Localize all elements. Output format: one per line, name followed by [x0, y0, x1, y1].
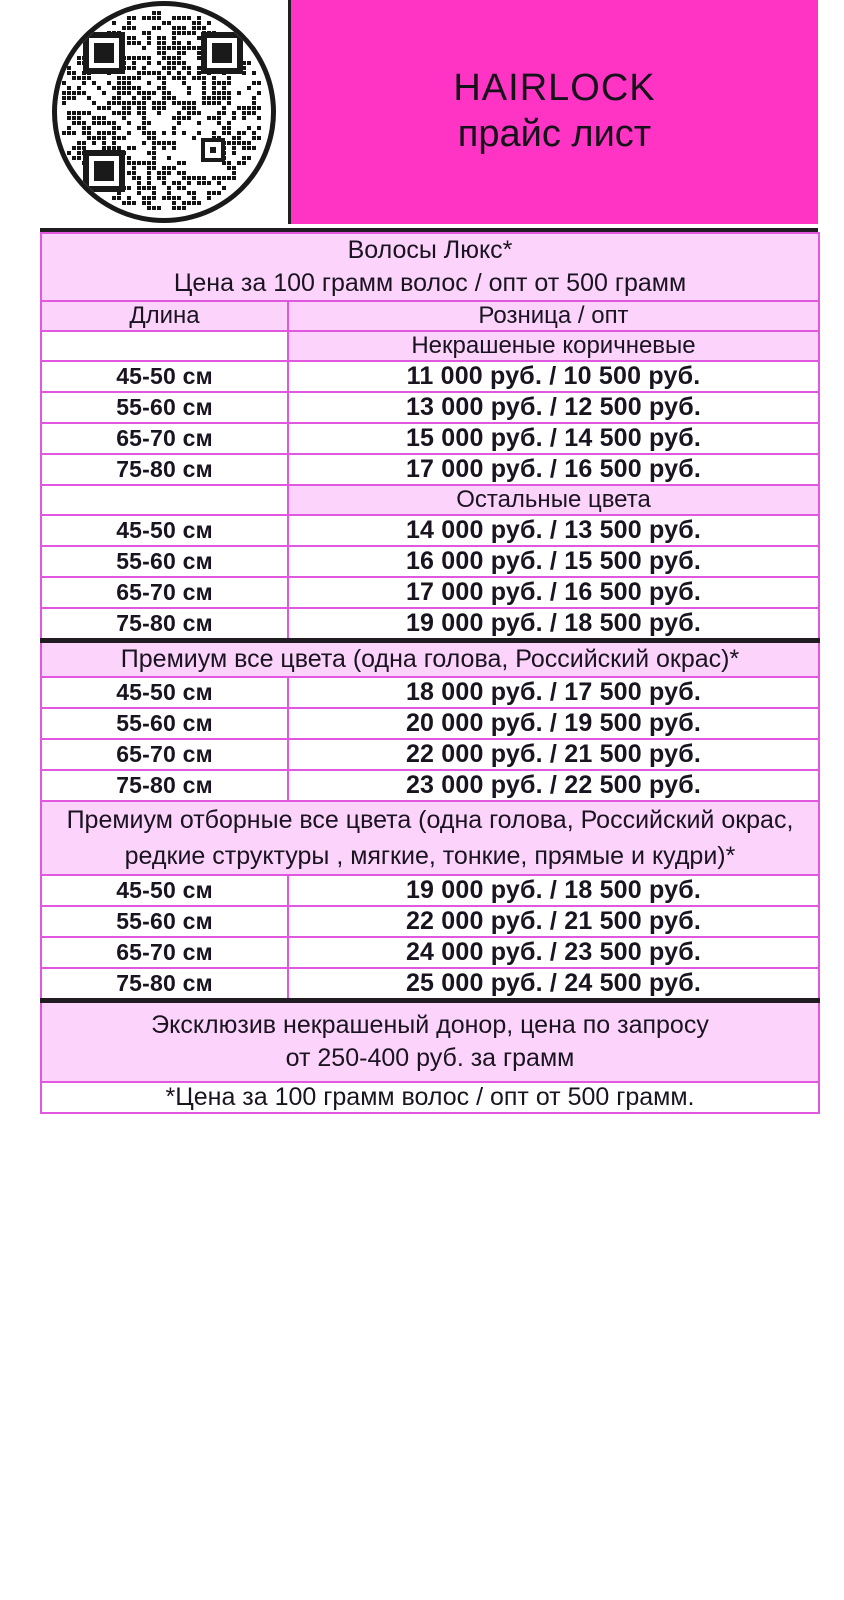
- price-cell: 15 000 руб. / 14 500 руб.: [287, 422, 820, 455]
- price-cell: 13 000 руб. / 12 500 руб.: [287, 391, 820, 424]
- length-cell: 55-60 см: [40, 706, 289, 740]
- table-row: 45-50 см 18 000 руб. / 17 500 руб.: [40, 675, 820, 709]
- price-table-wrapper: Волосы Люкс* Цена за 100 грамм волос / о…: [40, 228, 820, 1114]
- price-cell: 18 000 руб. / 17 500 руб.: [287, 675, 820, 709]
- qr-finder-top-right-icon: [201, 32, 243, 74]
- price-cell: 22 000 руб. / 21 500 руб.: [287, 905, 820, 938]
- length-cell: 65-70 см: [40, 737, 289, 771]
- table-row: 45-50 см 14 000 руб. / 13 500 руб.: [40, 514, 820, 547]
- column-header-length: Длина: [40, 300, 289, 332]
- table-row: 55-60 см 13 000 руб. / 12 500 руб.: [40, 391, 820, 424]
- exclusive-note: Эксклюзив некрашеный донор, цена по запр…: [40, 998, 820, 1083]
- table-row: 55-60 см 16 000 руб. / 15 500 руб.: [40, 545, 820, 578]
- column-header-price: Розница / опт: [287, 300, 820, 332]
- section-heading-row: Премиум все цвета (одна голова, Российск…: [40, 638, 820, 678]
- exclusive-row: Эксклюзив некрашеный донор, цена по запр…: [40, 998, 820, 1083]
- length-cell: 75-80 см: [40, 607, 289, 642]
- price-cell: 17 000 руб. / 16 500 руб.: [287, 453, 820, 486]
- price-cell: 11 000 руб. / 10 500 руб.: [287, 360, 820, 393]
- section-heading: Некрашеные коричневые: [287, 330, 820, 362]
- qr-finder-bottom-left-icon: [83, 150, 125, 192]
- price-cell: 19 000 руб. / 18 500 руб.: [287, 874, 820, 907]
- length-cell: 45-50 см: [40, 514, 289, 547]
- footnote: *Цена за 100 грамм волос / опт от 500 гр…: [40, 1081, 820, 1114]
- length-cell: 45-50 см: [40, 874, 289, 907]
- table-row: 75-80 см 25 000 руб. / 24 500 руб.: [40, 967, 820, 1002]
- qr-code[interactable]: [52, 1, 276, 223]
- section-heading: Остальные цвета: [287, 484, 820, 516]
- length-cell: 55-60 см: [40, 545, 289, 578]
- price-cell: 14 000 руб. / 13 500 руб.: [287, 514, 820, 547]
- qr-code-panel: [40, 0, 288, 224]
- price-table: Волосы Люкс* Цена за 100 грамм волос / о…: [40, 232, 820, 1114]
- length-cell: 65-70 см: [40, 936, 289, 969]
- table-row: 65-70 см 17 000 руб. / 16 500 руб.: [40, 576, 820, 609]
- table-row: 65-70 см 15 000 руб. / 14 500 руб.: [40, 422, 820, 455]
- section-heading-row: Премиум отборные все цвета (одна голова,…: [40, 799, 820, 876]
- section-heading-row: Остальные цвета: [40, 484, 820, 516]
- table-title-line-2: Цена за 100 грамм волос / опт от 500 гра…: [173, 269, 687, 297]
- table-row: 75-80 см 23 000 руб. / 22 500 руб.: [40, 768, 820, 802]
- section-heading: Премиум все цвета (одна голова, Российск…: [40, 638, 820, 678]
- table-row: 45-50 см 19 000 руб. / 18 500 руб.: [40, 874, 820, 907]
- table-row: 65-70 см 24 000 руб. / 23 500 руб.: [40, 936, 820, 969]
- length-cell: 45-50 см: [40, 675, 289, 709]
- section-heading-row: Некрашеные коричневые: [40, 330, 820, 362]
- section-heading: Премиум отборные все цвета (одна голова,…: [40, 799, 820, 876]
- price-cell: 24 000 руб. / 23 500 руб.: [287, 936, 820, 969]
- length-cell: 75-80 см: [40, 967, 289, 1002]
- table-title: Волосы Люкс* Цена за 100 грамм волос / о…: [40, 232, 820, 302]
- brand-name: HAIRLOCK: [453, 67, 656, 110]
- qr-alignment-icon: [201, 138, 225, 162]
- empty-cell: [40, 330, 289, 362]
- length-cell: 55-60 см: [40, 905, 289, 938]
- table-header-row: Длина Розница / опт: [40, 300, 820, 332]
- table-row: 65-70 см 22 000 руб. / 21 500 руб.: [40, 737, 820, 771]
- table-title-row: Волосы Люкс* Цена за 100 грамм волос / о…: [40, 232, 820, 302]
- length-cell: 65-70 см: [40, 422, 289, 455]
- qr-finder-top-left-icon: [83, 32, 125, 74]
- price-cell: 16 000 руб. / 15 500 руб.: [287, 545, 820, 578]
- footnote-row: *Цена за 100 грамм волос / опт от 500 гр…: [40, 1081, 820, 1114]
- table-title-line-1: Волосы Люкс*: [347, 236, 513, 264]
- page-header: HAIRLOCK прайс лист: [0, 0, 844, 224]
- price-cell: 17 000 руб. / 16 500 руб.: [287, 576, 820, 609]
- price-cell: 22 000 руб. / 21 500 руб.: [287, 737, 820, 771]
- price-cell: 23 000 руб. / 22 500 руб.: [287, 768, 820, 802]
- price-cell: 25 000 руб. / 24 500 руб.: [287, 967, 820, 1002]
- exclusive-line-2: от 250-400 руб. за грамм: [285, 1044, 575, 1072]
- table-row: 75-80 см 17 000 руб. / 16 500 руб.: [40, 453, 820, 486]
- length-cell: 75-80 см: [40, 768, 289, 802]
- table-row: 55-60 см 20 000 руб. / 19 500 руб.: [40, 706, 820, 740]
- empty-cell: [40, 484, 289, 516]
- table-row: 75-80 см 19 000 руб. / 18 500 руб.: [40, 607, 820, 642]
- table-row: 45-50 см 11 000 руб. / 10 500 руб.: [40, 360, 820, 393]
- length-cell: 55-60 см: [40, 391, 289, 424]
- price-cell: 19 000 руб. / 18 500 руб.: [287, 607, 820, 642]
- exclusive-line-1: Эксклюзив некрашеный донор, цена по запр…: [151, 1011, 709, 1039]
- length-cell: 45-50 см: [40, 360, 289, 393]
- brand-panel: HAIRLOCK прайс лист: [288, 0, 818, 224]
- table-row: 55-60 см 22 000 руб. / 21 500 руб.: [40, 905, 820, 938]
- price-cell: 20 000 руб. / 19 500 руб.: [287, 706, 820, 740]
- length-cell: 65-70 см: [40, 576, 289, 609]
- length-cell: 75-80 см: [40, 453, 289, 486]
- brand-subtitle: прайс лист: [457, 113, 652, 155]
